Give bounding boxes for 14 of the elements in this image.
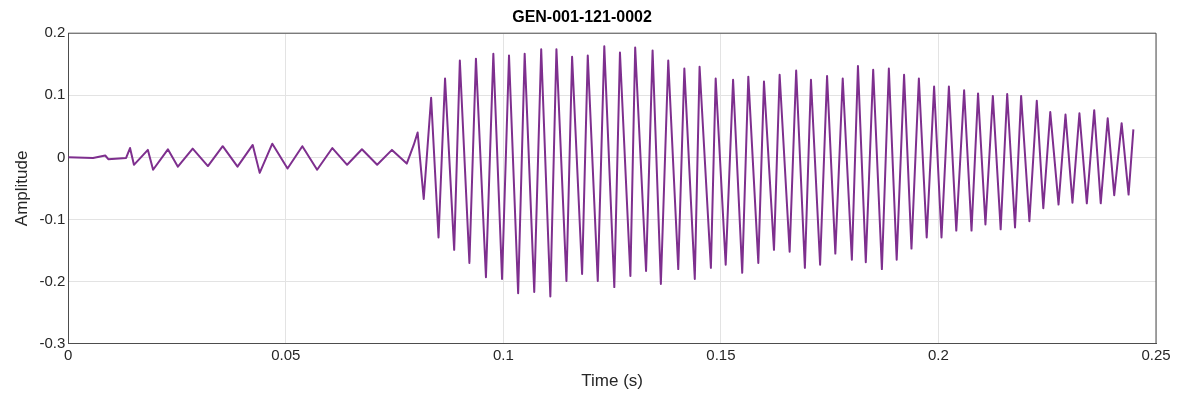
x-tick-label: 0.1 bbox=[492, 345, 514, 363]
chart-title: GEN-001-121-0002 bbox=[512, 8, 652, 26]
x-tick-label: 0.25 bbox=[1141, 345, 1171, 363]
y-axis-title: Amplitude bbox=[11, 150, 31, 227]
x-tick-label: 0.05 bbox=[271, 345, 301, 363]
x-tick-label: 0.2 bbox=[928, 345, 949, 363]
y-tick-label: -0.1 bbox=[39, 209, 66, 227]
y-tick-label: -0.3 bbox=[39, 333, 66, 351]
x-tick-label: 0.15 bbox=[706, 345, 736, 363]
y-tick-label: -0.2 bbox=[39, 271, 66, 289]
y-tick-label: 0.1 bbox=[44, 85, 66, 103]
y-tick-label: 0.2 bbox=[44, 23, 66, 41]
y-tick-label: 0 bbox=[56, 147, 66, 165]
x-axis-title: Time (s) bbox=[581, 371, 643, 391]
